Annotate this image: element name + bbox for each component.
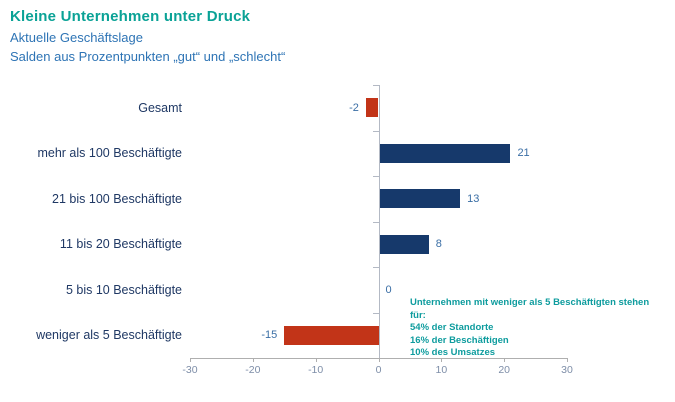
x-axis-tick: [190, 358, 191, 362]
category-label: 21 bis 100 Beschäftigte: [52, 191, 182, 206]
x-axis-tick: [315, 358, 317, 362]
bar-negative: [365, 98, 379, 118]
x-axis-tick: [504, 358, 506, 362]
category-label: 11 bis 20 Beschäftigte: [59, 237, 182, 252]
category-axis-tick: [372, 176, 379, 177]
annotation-line: 10% des Umsatzes: [410, 347, 496, 358]
annotation-line: 54% der Standorte: [410, 322, 494, 333]
category-axis-tick: [372, 221, 379, 223]
category-axis-tick: [372, 312, 379, 314]
value-label: -15: [261, 329, 278, 342]
chart-subtitle-units: Salden aus Prozentpunkten „gut“ und „sch…: [10, 49, 286, 64]
chart-subtitle: Aktuelle Geschäftslage: [10, 30, 143, 45]
x-axis-tick-label: 10: [435, 364, 448, 376]
value-label: 13: [467, 192, 480, 205]
bar-positive: [378, 234, 429, 254]
category-axis-tick: [372, 130, 379, 132]
chart-title: Kleine Unternehmen unter Druck: [10, 8, 251, 25]
x-axis-tick-label: -10: [308, 364, 324, 376]
x-axis-tick: [441, 358, 443, 362]
value-label: 21: [517, 147, 530, 160]
value-label: -2: [349, 101, 359, 114]
annotation-line: 16% der Beschäftigen: [410, 334, 509, 346]
x-axis-tick-label: -30: [182, 364, 198, 376]
category-label: 5 bis 10 Beschäftigte: [65, 282, 182, 297]
x-axis-tick: [567, 358, 568, 362]
bar-positive: [378, 189, 461, 209]
category-axis-tick: [372, 267, 379, 268]
category-label: Gesamt: [138, 100, 182, 115]
bar-negative: [284, 325, 379, 345]
x-axis-tick: [252, 358, 254, 362]
x-axis-tick: [378, 358, 380, 362]
bar-positive: [378, 143, 511, 163]
value-label: 0: [385, 283, 392, 296]
chart-annotation: Unternehmen mit weniger als 5 Beschäftig…: [410, 297, 665, 360]
category-label: weniger als 5 Beschäftigte: [36, 328, 182, 343]
value-axis-zero-line: [378, 85, 380, 358]
x-axis-line: [190, 358, 568, 359]
category-axis-tick: [372, 85, 379, 86]
value-label: 8: [435, 238, 442, 251]
x-axis-tick-label: 20: [498, 364, 510, 376]
x-axis-tick-label: -20: [245, 364, 261, 376]
category-label: mehr als 100 Beschäftigte: [37, 146, 182, 161]
annotation-title: Unternehmen mit weniger als 5 Beschäftig…: [410, 297, 650, 321]
x-axis-tick-label: 30: [561, 364, 573, 376]
x-axis-tick-label: 0: [375, 364, 382, 376]
